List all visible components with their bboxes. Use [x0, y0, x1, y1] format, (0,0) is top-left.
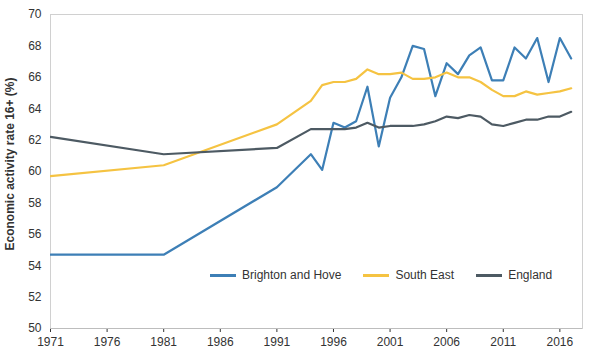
svg-text:1986: 1986 [207, 335, 234, 349]
html-text:Brighton and Hove: Brighton and Hove [242, 268, 342, 282]
svg-text:52: 52 [28, 290, 42, 304]
svg-text:68: 68 [28, 39, 42, 53]
svg-text:66: 66 [28, 70, 42, 84]
svg-text:1976: 1976 [94, 335, 121, 349]
html-text:Economic activity rate 16+ (%): Economic activity rate 16+ (%) [3, 77, 17, 251]
svg-text:56: 56 [28, 227, 42, 241]
html-text:England: England [508, 268, 553, 282]
svg-text:2016: 2016 [547, 335, 574, 349]
svg-text:62: 62 [28, 133, 42, 147]
svg-text:70: 70 [28, 7, 42, 21]
svg-text:2011: 2011 [490, 335, 516, 349]
html-text:South East: South East [395, 268, 455, 282]
svg-text:64: 64 [28, 102, 42, 116]
svg-text:58: 58 [28, 196, 42, 210]
svg-text:1991: 1991 [264, 335, 291, 349]
svg-text:60: 60 [28, 164, 42, 178]
svg-text:1971: 1971 [37, 335, 64, 349]
svg-text:54: 54 [28, 259, 42, 273]
svg-text:1996: 1996 [320, 335, 347, 349]
svg-text:50: 50 [28, 321, 42, 335]
svg-text:1981: 1981 [150, 335, 177, 349]
svg-text:2001: 2001 [377, 335, 404, 349]
svg-text:2006: 2006 [433, 335, 460, 349]
